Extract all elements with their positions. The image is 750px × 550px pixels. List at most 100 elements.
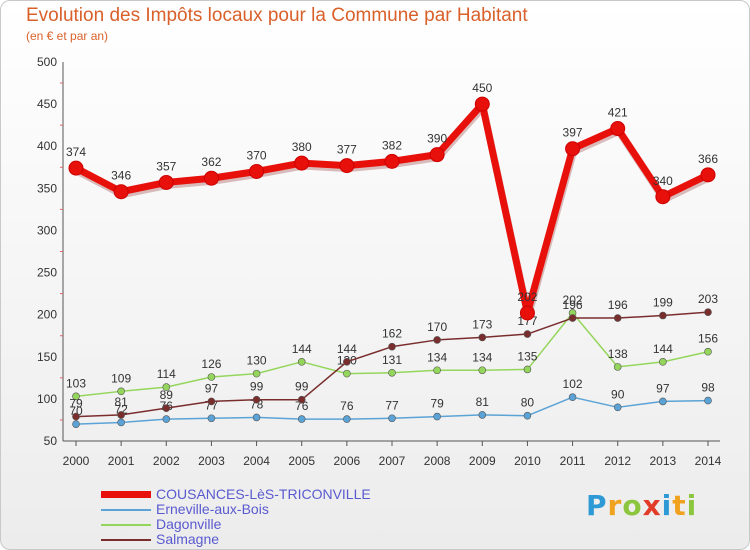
x-tick-label: 2012	[604, 454, 631, 468]
data-point	[613, 363, 622, 371]
data-point	[162, 415, 171, 423]
data-label: 81	[114, 395, 128, 409]
data-label: 76	[295, 399, 309, 413]
data-point	[613, 403, 622, 412]
data-label: 374	[66, 145, 86, 159]
data-label: 97	[656, 381, 670, 395]
data-label: 76	[340, 399, 354, 413]
data-point	[117, 411, 125, 419]
data-point	[478, 366, 487, 375]
data-label: 380	[292, 140, 312, 154]
logo-letter: t	[672, 489, 687, 522]
data-label: 98	[701, 381, 715, 395]
data-label: 390	[427, 132, 447, 146]
data-point	[568, 314, 577, 322]
data-point	[162, 383, 171, 391]
data-point	[252, 395, 261, 404]
data-point	[207, 414, 216, 423]
x-tick-label: 2000	[63, 454, 90, 468]
legend-swatch	[101, 509, 151, 511]
data-label: 156	[698, 332, 718, 346]
data-label: 79	[430, 397, 444, 411]
data-label: 202	[563, 293, 583, 307]
data-point	[478, 333, 487, 342]
y-tick-label: 350	[37, 181, 57, 195]
logo-letter: i	[686, 489, 698, 522]
data-point	[158, 174, 174, 190]
data-point	[523, 365, 532, 374]
data-label: 377	[337, 143, 357, 157]
data-point	[72, 412, 80, 421]
data-point	[297, 415, 306, 423]
x-tick-label: 2011	[560, 454, 586, 468]
data-point	[429, 147, 445, 163]
logo-letter: x	[642, 489, 662, 522]
legend-swatch	[101, 524, 151, 526]
y-tick-label: 300	[37, 223, 57, 237]
data-point	[252, 369, 261, 378]
data-point	[659, 311, 667, 320]
data-point	[68, 160, 84, 176]
data-label: 357	[156, 159, 176, 173]
data-point	[339, 158, 355, 174]
data-point	[343, 358, 351, 366]
data-label: 173	[472, 317, 492, 331]
x-tick-label: 2001	[108, 454, 135, 468]
data-label: 102	[563, 377, 583, 391]
y-tick-label: 200	[37, 308, 57, 322]
data-point	[388, 342, 396, 351]
x-tick-label: 2008	[424, 454, 451, 468]
data-label: 144	[337, 342, 357, 356]
data-label: 138	[608, 347, 628, 361]
x-tick-label: 2010	[514, 454, 541, 468]
x-tick-label: 2004	[243, 454, 270, 468]
x-tick-label: 2013	[650, 454, 677, 468]
data-label: 135	[517, 349, 537, 363]
data-point	[297, 395, 306, 404]
data-point	[117, 418, 125, 427]
legend-label: Salmagne	[156, 531, 220, 547]
data-label: 203	[698, 292, 718, 306]
data-point	[117, 387, 125, 396]
data-label: 346	[111, 169, 131, 183]
data-label: 134	[472, 350, 492, 364]
data-label: 99	[295, 380, 309, 394]
data-point	[294, 155, 310, 171]
legend-label: COUSANCES-LèS-TRICONVILLE	[156, 486, 371, 502]
x-tick-label: 2009	[469, 454, 496, 468]
data-label: 382	[382, 138, 402, 152]
data-label: 81	[476, 395, 490, 409]
x-tick-label: 2002	[153, 454, 180, 468]
data-point	[474, 96, 490, 112]
data-label: 103	[66, 376, 86, 390]
data-label: 162	[382, 327, 402, 341]
logo-letter: i	[661, 489, 673, 522]
data-label: 131	[382, 353, 402, 367]
data-label: 144	[292, 342, 312, 356]
data-label: 144	[653, 342, 673, 356]
y-tick-label: 450	[37, 97, 57, 111]
x-tick-label: 2014	[695, 454, 722, 468]
y-tick-label: 400	[37, 139, 57, 153]
data-point	[433, 412, 441, 421]
data-point	[203, 170, 219, 186]
data-point	[659, 397, 667, 406]
data-point	[252, 413, 261, 422]
logo-letter: r	[607, 489, 623, 522]
data-point	[700, 167, 716, 183]
data-point	[297, 358, 306, 366]
data-point	[568, 393, 577, 402]
data-point	[613, 314, 622, 322]
data-point	[249, 163, 265, 179]
y-tick-label: 250	[37, 266, 57, 280]
data-label: 366	[698, 152, 718, 166]
data-point	[565, 141, 581, 157]
data-point	[113, 184, 129, 200]
data-label: 109	[111, 371, 131, 385]
data-label: 340	[653, 174, 673, 188]
data-label: 196	[608, 298, 628, 312]
logo-letter: o	[622, 489, 643, 522]
y-tick-label: 150	[37, 350, 57, 364]
x-tick-label: 2006	[334, 454, 361, 468]
